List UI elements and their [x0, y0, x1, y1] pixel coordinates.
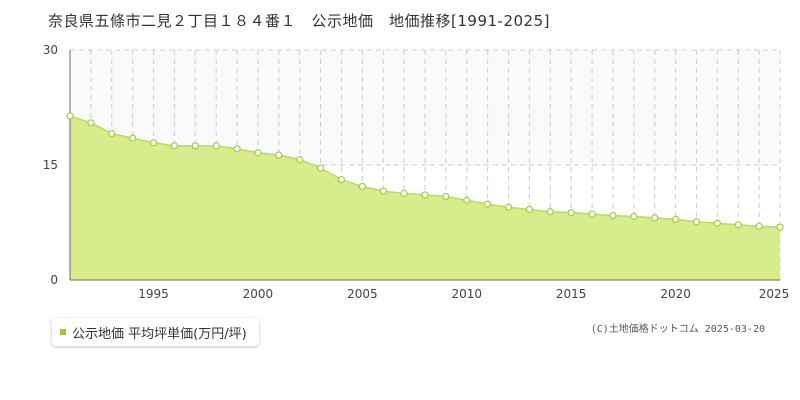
x-tick-label: 1995: [138, 287, 169, 301]
x-tick-label: 2015: [556, 287, 587, 301]
y-tick-label: 30: [43, 43, 58, 57]
data-point: [421, 191, 429, 199]
data-point: [296, 156, 304, 164]
chart-title: 奈良県五條市二見２丁目１８４番１ 公示地価 地価推移[1991-2025]: [48, 12, 550, 30]
data-point: [129, 134, 137, 142]
y-tick-label: 0: [50, 273, 58, 287]
data-point: [170, 142, 179, 150]
x-tick-label: 2025: [759, 287, 790, 301]
data-point: [108, 129, 116, 138]
x-tick-label: 2010: [451, 287, 482, 301]
data-point: [630, 212, 638, 220]
data-point: [66, 112, 74, 120]
data-point: [463, 196, 471, 204]
data-point: [149, 139, 158, 147]
data-point: [776, 223, 784, 231]
data-point: [525, 205, 534, 214]
legend: 公示地価 平均坪単価(万円/坪): [52, 318, 259, 346]
data-point: [87, 119, 95, 127]
data-point: [651, 214, 659, 222]
data-point: [504, 203, 513, 211]
data-point: [671, 215, 680, 224]
data-point: [212, 142, 220, 150]
legend-swatch-icon: [60, 329, 66, 335]
data-point: [546, 208, 554, 216]
data-point: [337, 175, 346, 184]
data-point: [442, 192, 450, 201]
x-tick-label: 2020: [660, 287, 691, 301]
data-point: [588, 210, 596, 218]
copyright-text: (C)土地価格ドットコム 2025-03-20: [590, 324, 765, 335]
data-point: [609, 212, 617, 220]
data-point: [567, 208, 575, 217]
data-point: [484, 200, 492, 208]
x-tick-label: 2005: [347, 287, 378, 301]
data-point: [275, 151, 283, 159]
data-point: [734, 221, 742, 229]
data-point: [358, 182, 366, 191]
data-point: [254, 149, 262, 157]
data-point: [316, 164, 325, 172]
data-point: [379, 187, 387, 195]
data-point: [233, 145, 241, 153]
legend-label: 公示地価 平均坪単価(万円/坪): [72, 326, 247, 342]
data-point: [191, 142, 199, 150]
y-tick-label: 15: [43, 158, 58, 172]
data-point: [713, 219, 721, 227]
x-tick-label: 2000: [243, 287, 274, 301]
data-point: [692, 218, 701, 226]
data-point: [400, 189, 408, 197]
data-point: [755, 222, 763, 230]
